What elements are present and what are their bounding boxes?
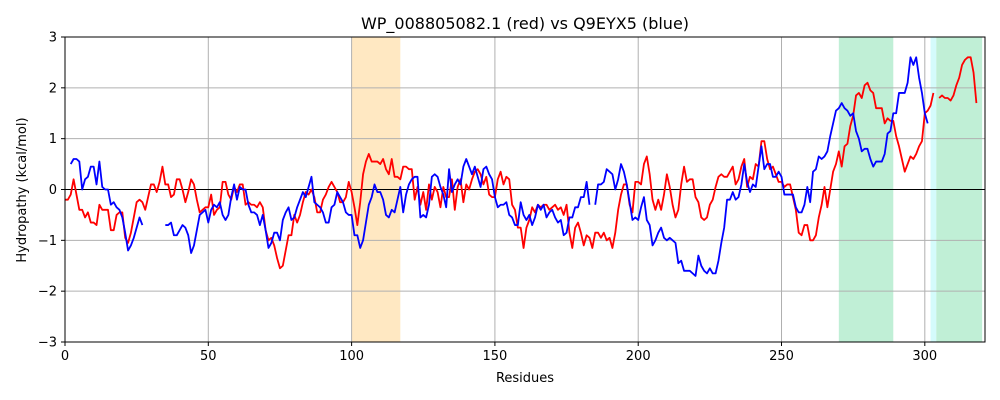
x-tick-label-100: 100 xyxy=(339,349,364,364)
x-tick-label-200: 200 xyxy=(626,349,651,364)
x-tick-label-0: 0 xyxy=(61,349,69,364)
y-tick-label--1: −1 xyxy=(38,234,57,249)
x-tick-label-300: 300 xyxy=(912,349,937,364)
chart-title: WP_008805082.1 (red) vs Q9EYX5 (blue) xyxy=(361,14,689,34)
y-tick-label--3: −3 xyxy=(38,336,57,351)
x-tick-label-150: 150 xyxy=(482,349,507,364)
y-tick-label--2: −2 xyxy=(38,285,57,300)
y-axis-label: Hydropathy (kcal/mol) xyxy=(15,117,30,262)
axis-ticks: 0 50 100 150 200 250 300 −3 −2 −1 0 1 2 3 xyxy=(38,31,937,365)
series-lines xyxy=(65,56,978,277)
x-tick-label-50: 50 xyxy=(200,349,217,364)
y-tick-label-1: 1 xyxy=(49,132,57,147)
series-1-segment-1 xyxy=(165,158,591,254)
y-tick-label-3: 3 xyxy=(49,31,57,46)
y-tick-label-0: 0 xyxy=(49,183,57,198)
series-0-segment-0 xyxy=(65,81,935,270)
series-1-segment-2 xyxy=(594,56,929,277)
series-0-segment-1 xyxy=(938,56,978,104)
x-axis-label: Residues xyxy=(496,371,554,386)
y-tick-label-2: 2 xyxy=(49,81,57,96)
x-tick-label-250: 250 xyxy=(769,349,794,364)
series-1-segment-0 xyxy=(69,158,144,252)
